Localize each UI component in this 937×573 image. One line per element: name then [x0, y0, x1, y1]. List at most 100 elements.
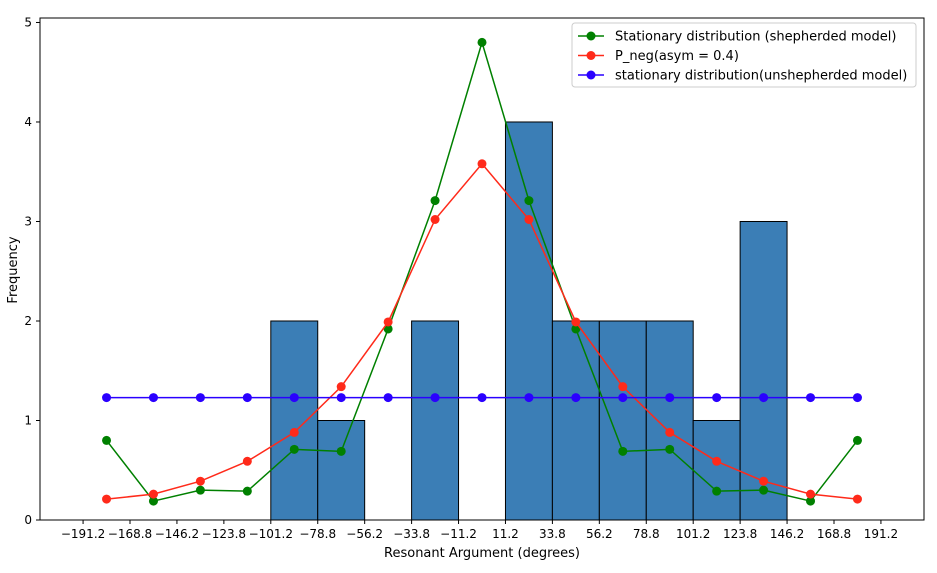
data-point [665, 393, 675, 403]
x-tick-label: 33.8 [539, 527, 566, 541]
histogram-bar [270, 320, 319, 521]
x-tick-label: −33.8 [393, 527, 430, 541]
data-point [383, 317, 393, 327]
data-point [806, 489, 816, 499]
data-point [102, 494, 112, 504]
histogram-bar [598, 320, 647, 521]
y-tick-label: 4 [24, 115, 32, 129]
data-point [806, 393, 816, 403]
x-tick-label: 56.2 [586, 527, 613, 541]
y-tick-label: 0 [24, 513, 32, 527]
x-tick-label: −191.2 [61, 527, 105, 541]
data-point [195, 485, 205, 495]
histogram-bar [317, 419, 366, 521]
y-tick-label: 2 [24, 314, 32, 328]
data-point [430, 214, 440, 224]
legend-marker [586, 31, 596, 41]
legend: Stationary distribution (shepherded mode… [571, 22, 917, 88]
data-point [195, 476, 205, 486]
x-tick-label: 146.2 [770, 527, 804, 541]
x-tick-label: −56.2 [346, 527, 383, 541]
y-tick-label: 5 [24, 15, 32, 29]
data-point [571, 393, 581, 403]
x-tick-label: 11.2 [492, 527, 519, 541]
legend-label: Stationary distribution (shepherded mode… [615, 30, 896, 45]
data-point [806, 496, 816, 506]
x-tick-label: 123.8 [723, 527, 757, 541]
histogram-bar [551, 320, 600, 521]
data-point [618, 446, 628, 456]
data-point [571, 324, 581, 334]
data-point [148, 393, 158, 403]
data-point [665, 444, 675, 454]
data-point [524, 393, 534, 403]
data-point [336, 446, 346, 456]
data-point [430, 196, 440, 206]
data-point [852, 494, 862, 504]
x-tick-label: 191.2 [864, 527, 898, 541]
data-point [759, 485, 769, 495]
legend-label: P_neg(asym = 0.4) [615, 49, 739, 64]
legend-marker [586, 70, 596, 80]
data-point [242, 393, 252, 403]
data-point [477, 393, 487, 403]
histogram-bars [270, 121, 788, 521]
data-point [430, 393, 440, 403]
data-point [148, 489, 158, 499]
y-axis: 0 1 2 3 4 5 [24, 15, 40, 527]
histogram-bar [692, 419, 741, 521]
data-point [336, 382, 346, 392]
x-tick-label: −123.8 [202, 527, 246, 541]
y-tick-label: 3 [24, 214, 32, 228]
data-point [524, 196, 534, 206]
data-point [383, 324, 393, 334]
legend-label: stationary distribution(unshepherded mod… [615, 69, 907, 84]
x-axis-label: Resonant Argument (degrees) [384, 546, 580, 561]
x-tick-label: −78.8 [299, 527, 336, 541]
data-point [712, 486, 722, 496]
x-tick-label: −168.8 [108, 527, 152, 541]
histogram-bar [739, 220, 788, 521]
legend-marker [586, 51, 596, 60]
series-lines [102, 37, 862, 506]
data-point [289, 427, 299, 437]
x-tick-label: −11.2 [440, 527, 477, 541]
y-tick-label: 1 [24, 413, 32, 427]
data-point [289, 393, 299, 403]
data-point [712, 456, 722, 466]
legend-box [571, 22, 917, 88]
histogram-bar [645, 320, 694, 521]
data-point [524, 214, 534, 224]
data-point [618, 382, 628, 392]
x-tick-label: −101.2 [249, 527, 293, 541]
plot-frame [39, 17, 925, 521]
y-axis-label: Frequency [6, 236, 21, 303]
x-tick-label: −146.2 [155, 527, 199, 541]
data-point [759, 393, 769, 403]
data-point [383, 393, 393, 403]
data-point [102, 393, 112, 403]
data-point [712, 393, 722, 403]
data-point [195, 393, 205, 403]
data-point [148, 496, 158, 506]
x-tick-label: 168.8 [817, 527, 851, 541]
data-point [477, 37, 487, 47]
data-point [102, 435, 112, 445]
data-point [618, 393, 628, 403]
data-point [571, 317, 581, 327]
histogram-bar [504, 121, 553, 521]
x-tick-label: 78.8 [633, 527, 660, 541]
data-point [759, 476, 769, 486]
data-point [665, 427, 675, 437]
x-axis: −191.2 −168.8 −146.2 −123.8 −101.2 −78.8 −56.2… [61, 520, 898, 541]
x-tick-label: 101.2 [676, 527, 710, 541]
data-point [242, 486, 252, 496]
data-point [242, 456, 252, 466]
data-point [336, 393, 346, 403]
data-point [852, 435, 862, 445]
data-point [852, 393, 862, 403]
histogram-bar [411, 320, 460, 521]
data-point [289, 444, 299, 454]
data-point [477, 159, 487, 169]
